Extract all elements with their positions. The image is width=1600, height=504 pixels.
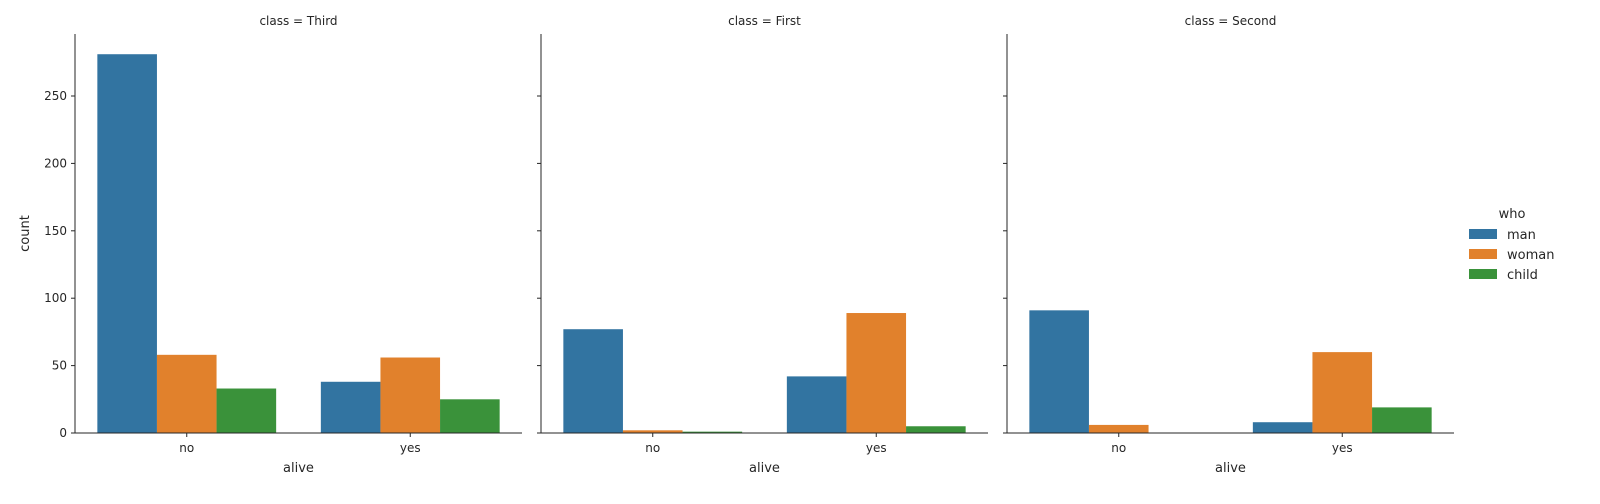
bar-man-yes xyxy=(1252,422,1313,433)
bar-man-yes xyxy=(320,381,381,433)
legend-swatch-woman xyxy=(1469,249,1497,259)
legend-title: who xyxy=(1499,207,1526,222)
bar-child-yes xyxy=(440,399,500,433)
bar-child-yes xyxy=(906,426,966,433)
facet-title: class = Third xyxy=(259,14,337,28)
legend-label-woman: woman xyxy=(1507,248,1554,263)
legend-swatch-child xyxy=(1469,269,1497,279)
y-tick-label: 200 xyxy=(44,156,67,170)
legend-swatch-man xyxy=(1469,229,1497,239)
x-tick-label: no xyxy=(645,441,660,455)
bar-man-no xyxy=(563,329,623,433)
x-tick-label: yes xyxy=(1332,441,1353,455)
legend-label-man: man xyxy=(1507,228,1536,243)
legend-label-child: child xyxy=(1507,268,1538,283)
bar-child-no xyxy=(682,431,743,433)
bar-woman-no xyxy=(1088,424,1149,433)
facet-title: class = First xyxy=(728,14,801,28)
bar-child-no xyxy=(216,388,277,433)
facet-title: class = Second xyxy=(1185,14,1277,28)
bar-man-no xyxy=(1029,310,1089,433)
x-tick-label: yes xyxy=(866,441,887,455)
x-tick-label: no xyxy=(179,441,194,455)
bar-woman-yes xyxy=(846,313,907,433)
x-axis-label: alive xyxy=(283,461,314,476)
bar-woman-yes xyxy=(1312,352,1373,433)
bar-woman-no xyxy=(622,430,683,433)
bar-man-yes xyxy=(786,376,847,433)
bar-child-yes xyxy=(1372,407,1432,433)
y-tick-label: 150 xyxy=(44,224,67,238)
x-axis-label: alive xyxy=(749,461,780,476)
x-tick-label: yes xyxy=(400,441,421,455)
bar-man-no xyxy=(97,54,157,433)
y-tick-label: 50 xyxy=(52,359,67,373)
y-axis-label: count xyxy=(18,215,33,252)
bar-woman-no xyxy=(156,354,217,433)
y-tick-label: 0 xyxy=(59,426,67,440)
x-tick-label: no xyxy=(1111,441,1126,455)
y-tick-label: 250 xyxy=(44,89,67,103)
y-tick-label: 100 xyxy=(44,291,67,305)
x-axis-label: alive xyxy=(1215,461,1246,476)
bar-woman-yes xyxy=(380,357,441,433)
